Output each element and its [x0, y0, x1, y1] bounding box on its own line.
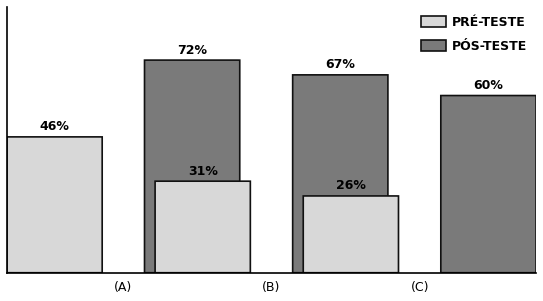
FancyBboxPatch shape: [144, 60, 240, 273]
Legend: PRÉ-TESTE, PÓS-TESTE: PRÉ-TESTE, PÓS-TESTE: [418, 13, 530, 55]
Text: 72%: 72%: [177, 44, 207, 57]
Text: 46%: 46%: [40, 120, 70, 133]
Text: 26%: 26%: [336, 179, 366, 192]
Text: 31%: 31%: [188, 165, 218, 178]
Y-axis label: %
A
C
E
R
T
O: % A C E R T O: [0, 82, 6, 197]
Text: 67%: 67%: [325, 58, 355, 71]
FancyBboxPatch shape: [293, 75, 388, 273]
FancyBboxPatch shape: [7, 137, 102, 273]
FancyBboxPatch shape: [303, 196, 399, 273]
FancyBboxPatch shape: [441, 95, 536, 273]
FancyBboxPatch shape: [155, 181, 250, 273]
Text: 60%: 60%: [473, 79, 503, 92]
